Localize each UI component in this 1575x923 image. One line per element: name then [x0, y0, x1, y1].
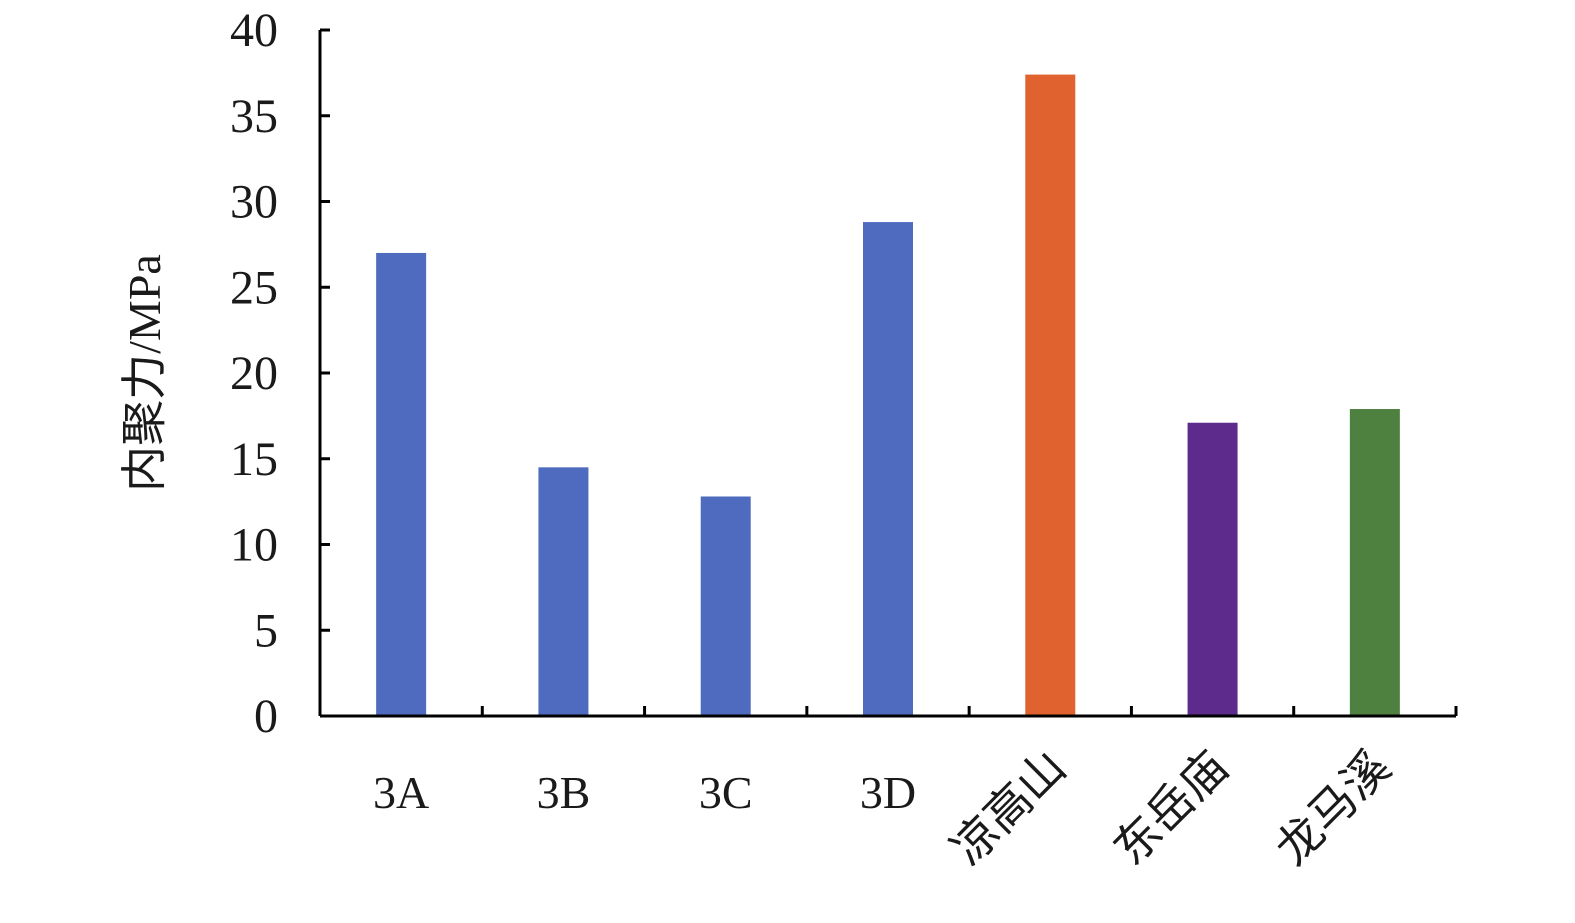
- bars-group: [376, 74, 1400, 717]
- y-tick-label: 25: [230, 261, 278, 314]
- x-category-label: 3C: [699, 767, 753, 818]
- x-category-label: 东岳庙: [1104, 741, 1238, 875]
- bar-3A: [376, 252, 427, 716]
- bar-3D: [863, 222, 913, 716]
- x-category-label: 3D: [860, 767, 916, 818]
- y-tick-label: 20: [230, 347, 278, 400]
- bar-龙马溪: [1349, 409, 1400, 716]
- bar-3C: [700, 496, 751, 716]
- bar-凉高山: [1025, 74, 1076, 717]
- y-tick-label: 15: [230, 433, 278, 486]
- y-tick-label: 35: [230, 90, 278, 143]
- y-tick-label: 0: [254, 690, 278, 743]
- x-category-label: 3A: [373, 767, 429, 818]
- x-category-label: 3B: [537, 767, 591, 818]
- x-axis: 3A 3B 3C 3D 凉高山 东岳庙 龙马溪: [320, 706, 1458, 875]
- y-tick-label: 10: [230, 519, 278, 572]
- y-axis-title-group: 内聚力/MPa: [119, 254, 170, 492]
- x-category-label: 龙马溪: [1266, 741, 1400, 875]
- y-tick-label: 40: [230, 4, 278, 57]
- y-axis-title: 内聚力/MPa: [119, 254, 170, 492]
- bar-东岳庙: [1187, 422, 1238, 716]
- y-tick-label: 5: [254, 604, 278, 657]
- y-tick-label: 30: [230, 176, 278, 229]
- x-category-label: 凉高山: [942, 741, 1076, 875]
- y-axis: 0 5 10 15 20 25 30 35 40: [230, 4, 330, 743]
- bar-3B: [538, 467, 589, 716]
